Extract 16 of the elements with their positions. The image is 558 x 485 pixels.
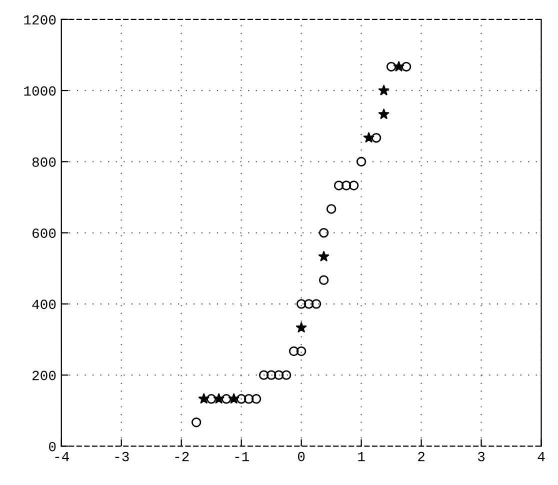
x-tick-label: 4 [538, 452, 545, 462]
y-tick-label: 600 [32, 228, 56, 238]
y-tick-label: 200 [32, 370, 56, 380]
y-tick-label: 0 [49, 442, 56, 452]
x-tick-label: 3 [478, 452, 485, 462]
x-tick-label: -1 [235, 452, 249, 462]
y-tick-label: 1200 [24, 15, 56, 25]
y-tick-label: 400 [32, 300, 56, 310]
x-tick-label: 2 [418, 452, 424, 462]
x-tick-label: -3 [115, 452, 129, 462]
x-tick-label: 1 [358, 452, 365, 462]
x-tick-label: -2 [175, 452, 189, 462]
x-tick-label: -4 [55, 452, 70, 462]
y-tick-label: 800 [32, 157, 56, 167]
y-tick-label: 1000 [24, 86, 56, 96]
x-tick-label: 0 [298, 452, 305, 462]
